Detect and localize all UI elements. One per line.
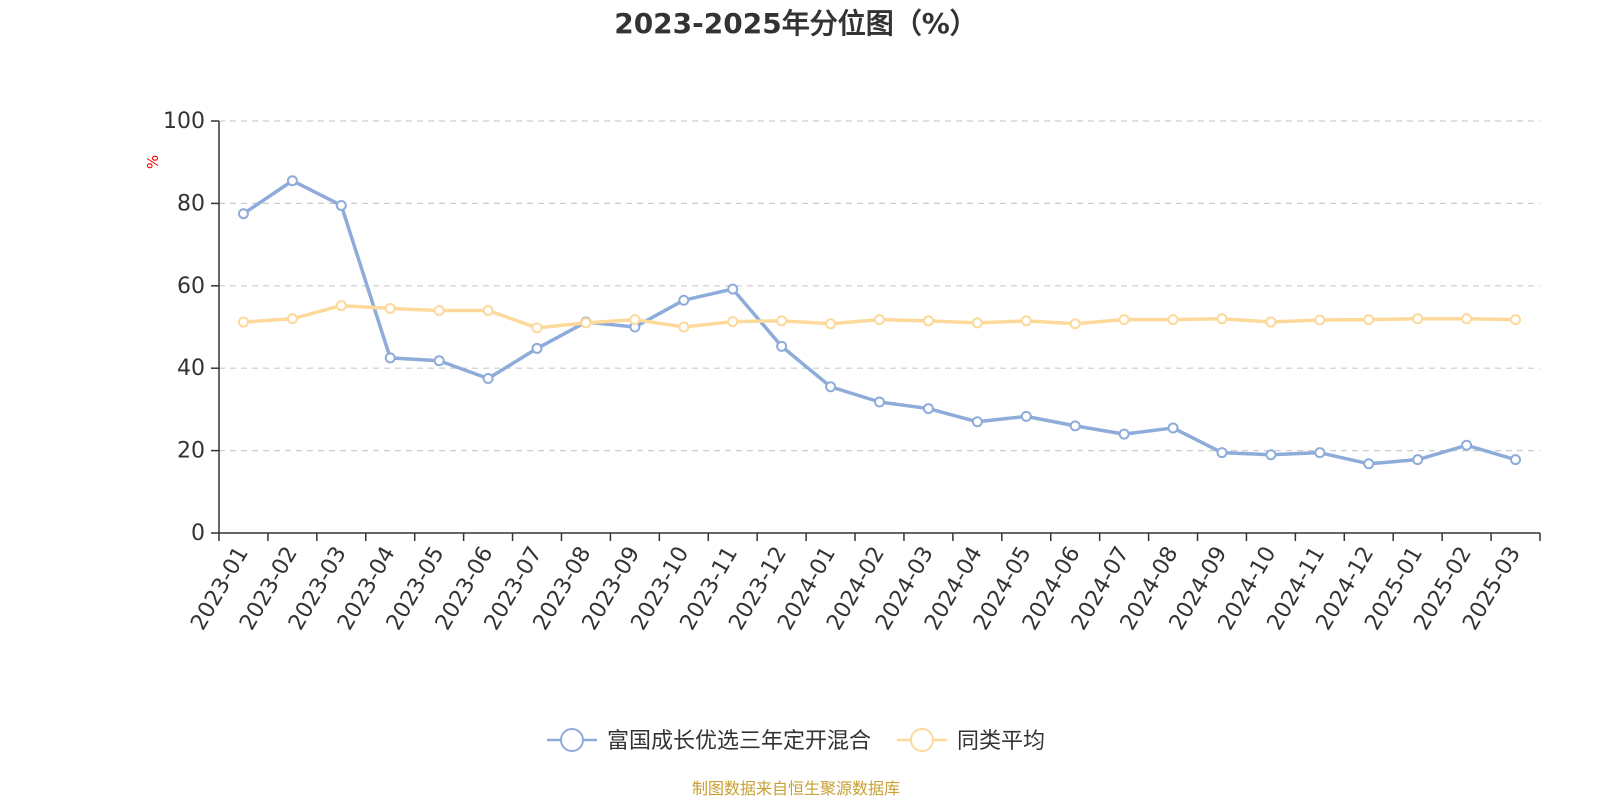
data-point[interactable] bbox=[531, 342, 543, 354]
series-0 bbox=[237, 175, 1522, 470]
data-point[interactable] bbox=[286, 313, 298, 325]
data-point[interactable] bbox=[874, 396, 885, 408]
legend-marker bbox=[910, 728, 934, 752]
data-point[interactable] bbox=[335, 300, 347, 312]
data-point[interactable] bbox=[482, 305, 494, 317]
data-point[interactable] bbox=[1118, 314, 1130, 326]
data-point[interactable] bbox=[531, 322, 543, 334]
y-axis-ticks: 0 20 40 60 80 100 bbox=[163, 109, 219, 546]
data-point[interactable] bbox=[482, 373, 494, 384]
legend-marker bbox=[559, 728, 584, 752]
source-note: 制图数据来自恒生聚源数据库 bbox=[692, 779, 900, 798]
data-point[interactable] bbox=[1265, 316, 1277, 328]
data-point[interactable] bbox=[1118, 428, 1130, 440]
legend-item-0[interactable]: 富国成长优选三年定开混合 bbox=[546, 728, 871, 754]
legend-label: 富国成长优选三年定开混合 bbox=[607, 729, 871, 754]
data-point[interactable] bbox=[580, 317, 592, 329]
data-point[interactable] bbox=[825, 381, 837, 393]
data-point[interactable] bbox=[1510, 314, 1522, 326]
data-point[interactable] bbox=[678, 321, 690, 333]
y-tick-label: 40 bbox=[177, 356, 205, 381]
data-point[interactable] bbox=[629, 314, 641, 326]
data-point[interactable] bbox=[1510, 454, 1522, 466]
data-point[interactable] bbox=[1069, 318, 1081, 330]
y-tick-label: 20 bbox=[177, 439, 205, 464]
data-point[interactable] bbox=[237, 316, 249, 328]
legend[interactable]: 富国成长优选三年定开混合 同类平均 bbox=[546, 728, 1045, 754]
data-point[interactable] bbox=[1412, 454, 1424, 466]
data-point[interactable] bbox=[1265, 449, 1277, 461]
data-point[interactable] bbox=[384, 352, 396, 364]
data-point[interactable] bbox=[776, 315, 788, 327]
data-point[interactable] bbox=[335, 199, 347, 211]
legend-label: 同类平均 bbox=[957, 729, 1045, 754]
y-tick-label: 80 bbox=[177, 191, 205, 216]
data-point[interactable] bbox=[1216, 447, 1228, 459]
data-point[interactable] bbox=[1069, 420, 1081, 432]
data-point[interactable] bbox=[1363, 314, 1375, 326]
data-point[interactable] bbox=[1167, 314, 1179, 326]
data-point[interactable] bbox=[1412, 313, 1424, 325]
data-point[interactable] bbox=[922, 403, 934, 415]
data-point[interactable] bbox=[727, 316, 739, 328]
data-point[interactable] bbox=[1461, 313, 1473, 325]
data-point[interactable] bbox=[727, 283, 739, 295]
legend-item-1[interactable]: 同类平均 bbox=[897, 728, 1045, 754]
data-point[interactable] bbox=[678, 294, 690, 306]
data-point[interactable] bbox=[237, 208, 249, 220]
data-point[interactable] bbox=[825, 318, 837, 330]
data-point[interactable] bbox=[874, 314, 885, 326]
chart-title: 2023-2025年分位图（%） bbox=[614, 7, 978, 40]
y-tick-label: 100 bbox=[163, 109, 205, 134]
data-point[interactable] bbox=[286, 175, 298, 187]
data-point[interactable] bbox=[433, 305, 445, 317]
data-point[interactable] bbox=[433, 355, 445, 367]
data-point[interactable] bbox=[384, 302, 396, 314]
y-axis-unit: % bbox=[144, 155, 162, 169]
data-point[interactable] bbox=[776, 340, 788, 352]
y-tick-label: 60 bbox=[177, 274, 205, 299]
data-point[interactable] bbox=[971, 317, 983, 329]
data-point[interactable] bbox=[1314, 447, 1326, 459]
data-point[interactable] bbox=[971, 416, 983, 428]
x-axis-ticks: 2023-012023-022023-032023-042023-052023-… bbox=[186, 533, 1541, 635]
axes bbox=[218, 121, 1540, 534]
data-point[interactable] bbox=[1363, 458, 1375, 470]
y-tick-label: 0 bbox=[191, 521, 205, 546]
series-1 bbox=[237, 300, 1522, 334]
data-point[interactable] bbox=[1167, 422, 1179, 434]
data-point[interactable] bbox=[1020, 315, 1032, 327]
data-point[interactable] bbox=[1020, 410, 1032, 422]
data-point[interactable] bbox=[1461, 439, 1473, 451]
data-point[interactable] bbox=[1216, 313, 1228, 325]
series-layer bbox=[237, 175, 1522, 470]
data-point[interactable] bbox=[922, 315, 934, 327]
data-point[interactable] bbox=[1314, 314, 1326, 326]
